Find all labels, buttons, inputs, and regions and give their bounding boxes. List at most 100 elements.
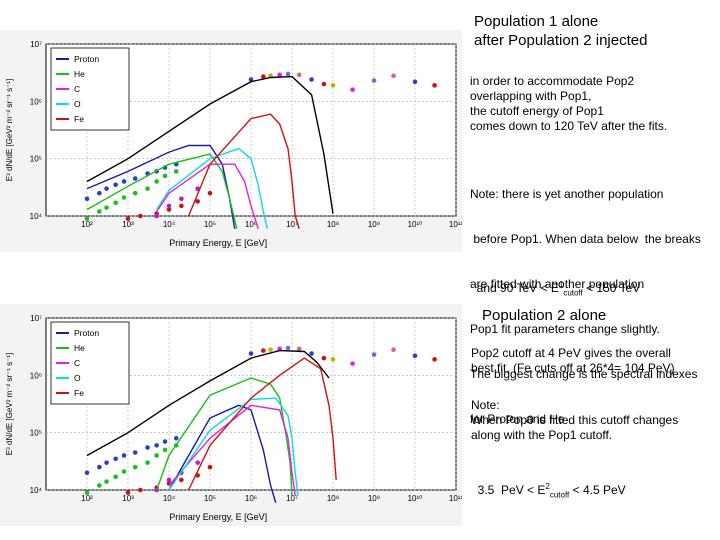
top-note-paragraph-1: in order to accommodate Pop2 overlapping… [470,74,668,133]
data-marker [391,73,396,78]
y-axis-label: E³ dN/dE [GeV² m⁻² sr⁻¹ s⁻¹] [5,79,14,181]
x-tick-label: 10⁷ [286,494,298,503]
series-line-fe [187,113,300,229]
legend-label-c: C [74,84,80,94]
data-marker [350,87,355,92]
data-marker [97,209,102,214]
series-line-c [168,404,296,496]
y-tick-label: 10⁶ [30,371,42,380]
legend-label-proton: Proton [74,54,99,64]
y-tick-label: 10⁶ [30,97,42,106]
data-marker [179,203,184,209]
x-tick-label: 10⁶ [245,220,257,229]
data-marker [179,477,184,483]
data-marker [125,490,131,495]
data-marker [173,435,179,441]
data-marker [162,447,168,453]
x-tick-label: 10⁴ [163,220,176,229]
data-marker [145,186,150,191]
data-marker [84,490,90,495]
data-marker [248,77,254,82]
data-marker [412,79,418,85]
y-tick-label: 10⁵ [30,155,42,164]
top-cutoff-range: and 90 TeV < E1cutoff < 150 TeV [476,280,641,298]
y-tick-label: 10⁴ [30,212,43,221]
series-line-o [156,147,268,229]
data-marker [84,196,90,202]
series-line-total [86,349,330,457]
data-marker [121,453,127,458]
x-axis-label: Primary Energy, E [GeV] [169,238,267,248]
data-marker [321,355,327,361]
x-tick-label: 10⁵ [204,494,216,503]
x-tick-label: 10⁹ [368,494,380,503]
data-marker [330,357,336,362]
data-marker [277,72,282,78]
top-spectrum-chart: 10² 10³ 10⁴ 10⁵ 10⁶ 10⁷ 10⁸ 10⁹ 10¹⁰ 10¹¹ 10⁴ 10⁵ 10… [0,30,462,252]
series-line-he [86,153,238,229]
top-note-title: Population 1 alone after Population 2 in… [474,13,648,49]
data-marker [132,450,138,455]
data-marker [132,190,138,196]
data-marker [104,479,109,484]
data-marker [138,487,143,493]
data-marker [104,205,109,210]
data-marker [166,207,172,212]
data-marker [412,353,418,359]
x-tick-label: 10³ [122,220,134,229]
data-marker [145,460,150,465]
data-marker [121,179,127,184]
data-marker [309,351,314,356]
data-marker [391,347,396,352]
series-line-total [86,75,334,214]
data-marker [113,456,118,462]
data-marker [97,483,102,488]
data-marker [350,361,355,366]
data-marker [173,169,179,174]
data-marker [154,179,159,184]
y-tick-label: 10⁷ [30,314,42,323]
series-line-fe [187,357,337,491]
x-tick-label: 10¹¹ [449,220,462,229]
x-tick-label: 10⁴ [163,494,176,503]
data-marker [113,200,118,206]
data-marker [371,352,377,357]
data-marker [104,186,109,191]
x-tick-label: 10⁷ [286,220,298,229]
data-marker [261,348,266,353]
y-tick-label: 10⁴ [30,486,43,495]
data-marker [330,83,336,88]
y-tick-label: 10⁷ [30,40,42,49]
legend-label-proton: Proton [74,328,99,338]
data-marker [97,464,102,470]
legend-label-c: C [74,358,80,368]
data-marker [268,347,273,352]
bottom-cutoff-range: 3.5 PeV < E2cutoff < 4.5 PeV [477,482,626,500]
data-marker [162,439,168,444]
y-axis-label: E³ dN/dE [GeV² m⁻² sr⁻¹ s⁻¹] [5,353,14,455]
data-marker [195,460,200,465]
legend-label-o: O [74,99,81,109]
x-tick-label: 10⁸ [327,220,339,229]
y-tick-label: 10⁵ [30,429,42,438]
data-marker [207,190,213,196]
data-marker [154,443,159,448]
x-tick-label: 10¹⁰ [408,494,423,503]
x-tick-label: 10⁶ [245,494,257,503]
data-marker [321,81,327,87]
legend-label-he: He [74,69,85,79]
x-tick-label: 10⁸ [327,494,339,503]
data-marker [166,477,172,483]
data-marker [166,203,172,209]
data-marker [97,190,102,196]
data-marker [285,71,291,77]
data-marker [162,173,168,179]
data-marker [179,196,184,202]
x-tick-label: 10¹¹ [449,494,462,503]
data-marker [371,78,377,83]
series-line-c [156,163,259,229]
bottom-spectrum-chart: 10² 10³ 10⁴ 10⁵ 10⁶ 10⁷ 10⁸ 10⁹ 10¹⁰ 10¹¹ 10⁴ 10⁵ 10… [0,304,462,526]
data-marker [296,72,302,78]
legend-label-he: He [74,343,85,353]
data-marker [132,176,138,181]
